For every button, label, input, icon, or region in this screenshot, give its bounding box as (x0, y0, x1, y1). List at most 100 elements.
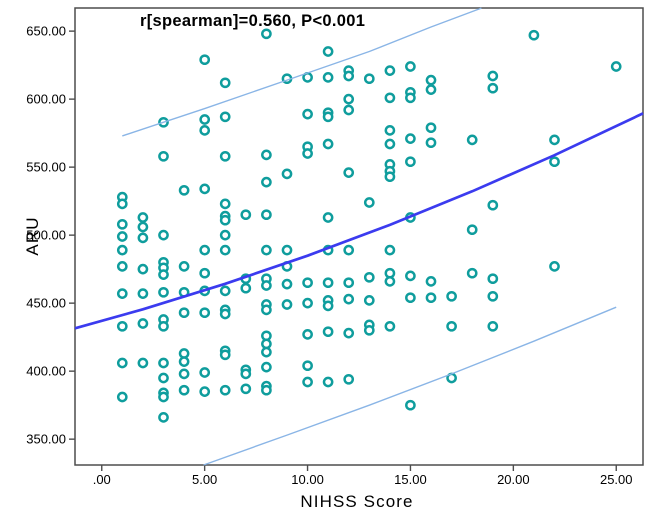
scatter-point (487, 70, 499, 82)
scatter-point (322, 212, 334, 223)
scatter-point (261, 176, 272, 188)
scatter-point (487, 199, 499, 211)
scatter-point (261, 361, 272, 373)
scatter-point (137, 212, 149, 223)
scatter-point (363, 73, 375, 85)
scatter-point (384, 65, 396, 76)
x-tick-label: 10.00 (291, 472, 324, 487)
scatter-point (487, 82, 499, 94)
scatter-point (528, 29, 540, 41)
scatter-point (446, 320, 457, 332)
scatter-point (199, 183, 211, 195)
scatter-point (322, 111, 334, 123)
scatter-point (178, 356, 190, 367)
scatter-point (219, 244, 231, 256)
y-axis-title: ARU (23, 216, 42, 255)
scatter-point (363, 295, 375, 306)
y-tick-label: 500.00 (26, 228, 66, 243)
scatter-point (322, 376, 334, 388)
scatter-point (116, 218, 128, 230)
scatter-point (219, 198, 231, 210)
scatter-point (425, 292, 437, 304)
scatter-point (549, 134, 560, 146)
x-tick-label: .00 (93, 472, 111, 487)
scatter-point (158, 286, 169, 298)
scatter-point (178, 368, 190, 380)
scatter-point (158, 372, 169, 384)
scatter-point (199, 54, 211, 66)
scatter-point (158, 412, 169, 423)
scatter-point (487, 273, 499, 285)
scatter-point (405, 92, 416, 104)
scatter-point (261, 149, 272, 161)
scatter-point (219, 308, 231, 320)
scatter-point (302, 108, 313, 120)
plot-frame (74, 7, 644, 466)
scatter-point (384, 125, 396, 136)
scatter-point (219, 111, 231, 123)
x-tick-label: 15.00 (394, 472, 427, 487)
scatter-point (466, 267, 478, 279)
y-tick-label: 400.00 (26, 364, 66, 379)
scatter-point (343, 244, 355, 256)
y-tick-label: 450.00 (26, 296, 66, 311)
scatter-point (322, 300, 334, 312)
scatter-point (158, 357, 169, 369)
scatter-point (343, 293, 355, 305)
scatter-point (384, 92, 396, 104)
plot-layer: 350.00 400.00 450.00 500.00 550.00 600.00 650.… (26, 7, 644, 487)
scatter-point (384, 320, 396, 332)
scatter-point (466, 134, 478, 146)
scatter-point (116, 231, 128, 242)
fit-line (74, 112, 644, 330)
scatter-point (261, 209, 272, 221)
scatter-point (322, 277, 334, 289)
scatter-point (199, 125, 211, 136)
scatter-point (116, 261, 128, 272)
y-tick-label: 350.00 (26, 432, 66, 447)
scatter-point (384, 138, 396, 150)
scatter-point (199, 307, 211, 319)
scatter-point (219, 285, 231, 297)
scatter-point (425, 276, 437, 287)
scatter-point (199, 267, 211, 279)
scatter-point (343, 373, 355, 385)
scatter-point (116, 357, 128, 369)
y-tick-label: 600.00 (26, 92, 66, 107)
scatter-point (158, 229, 169, 241)
scatter-point (199, 114, 211, 125)
scatter-point (322, 326, 334, 338)
scatter-point (178, 261, 190, 272)
scatter-point (343, 104, 355, 116)
y-tick-label: 650.00 (26, 24, 66, 39)
scatter-point (363, 324, 375, 336)
scatter-point (219, 229, 231, 241)
x-tick-label: 25.00 (600, 472, 633, 487)
scatter-point (302, 277, 313, 289)
scatter-point (322, 72, 334, 83)
scatter-point (384, 244, 396, 256)
scatter-point (116, 391, 128, 403)
x-tick-label: 5.00 (192, 472, 217, 487)
scatter-point (137, 221, 149, 233)
scatter-point (158, 391, 169, 403)
scatter-point (384, 171, 396, 183)
scatter-point (343, 93, 355, 105)
scatter-point (158, 320, 169, 332)
scatter-point (261, 384, 272, 396)
scatter-point (137, 232, 149, 244)
scatter-point (116, 320, 128, 332)
scatter-point (405, 61, 416, 72)
scatter-point (261, 346, 272, 358)
scatter-point (137, 357, 149, 369)
scatter-point (343, 70, 355, 82)
scatter-point (199, 386, 211, 397)
ci-lower-line (203, 306, 617, 466)
scatter-point (116, 198, 128, 210)
scatter-point (610, 61, 622, 72)
scatter-point (302, 148, 313, 159)
scatter-point (405, 133, 416, 144)
scatter-point (466, 224, 478, 236)
scatter-point (261, 280, 272, 291)
